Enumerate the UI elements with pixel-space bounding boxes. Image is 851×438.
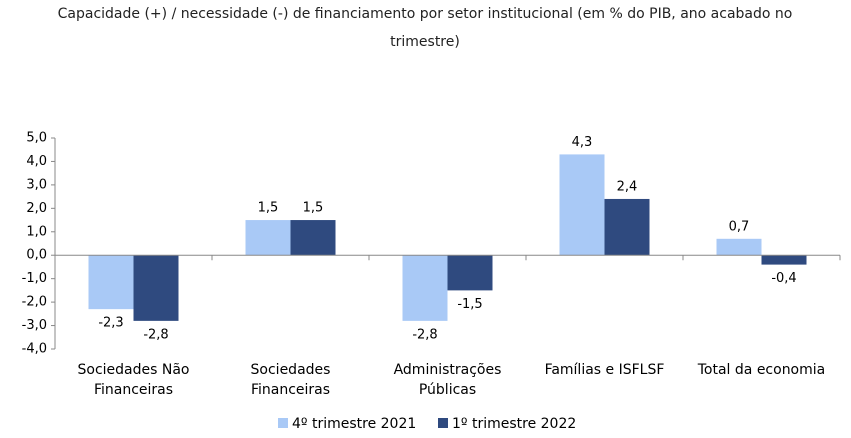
x-tick-label: Famílias e ISFLSF [544,362,665,378]
legend-label: 4º trimestre 2021 [292,416,416,432]
legend-swatch [438,418,448,428]
y-tick-label: -3,0 [22,318,47,333]
y-tick-label: 5,0 [26,131,47,146]
bar [290,220,336,256]
value-label: 0,7 [729,219,750,234]
value-label: -2,8 [143,327,168,342]
chart-title: Capacidade (+) / necessidade (-) de fina… [57,6,793,50]
legend-swatch [278,418,288,428]
y-tick-label: -1,0 [22,271,47,286]
value-label: -2,8 [412,327,437,342]
bar [245,220,291,256]
value-label: -2,3 [98,316,123,331]
x-tick-label: Total da economia [697,362,826,378]
value-label: -1,5 [457,297,482,312]
value-label: 1,5 [303,201,324,216]
y-tick-label: 1,0 [26,224,47,239]
y-tick-label: 0,0 [26,248,47,263]
value-label: 2,4 [617,179,638,194]
y-tick-label: 4,0 [26,154,47,169]
value-label: -0,4 [771,271,796,286]
x-tick-label: Sociedades Não Financeiras [77,362,190,398]
value-label: 1,5 [258,201,279,216]
bar [604,198,650,256]
bar [88,255,134,310]
y-tick-label: 2,0 [26,201,47,216]
bar [402,255,448,321]
y-tick-label: -4,0 [22,342,47,357]
bar [716,238,762,256]
y-tick-label: 3,0 [26,177,47,192]
bar [133,255,179,321]
y-tick-label: -2,0 [22,295,47,310]
bar [447,255,493,291]
value-label: 4,3 [572,135,593,150]
x-tick-label: Administrações Públicas [393,362,502,398]
legend-label: 1º trimestre 2022 [452,416,576,432]
bar [559,154,605,256]
x-tick-label: Sociedades Financeiras [250,362,331,398]
bar [761,255,807,265]
